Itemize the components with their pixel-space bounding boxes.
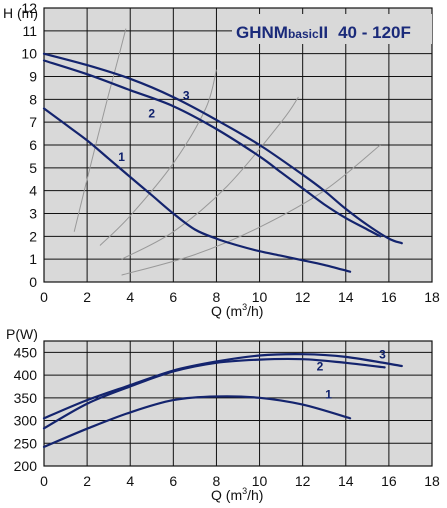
head-x-tick-label: 12: [295, 289, 311, 305]
head-series-2-line: [42, 59, 382, 238]
head-system-curve: [121, 96, 299, 260]
power-x-tick-label: 0: [40, 473, 48, 489]
head-system-curves: [73, 28, 381, 276]
head-y-tick-label: 11: [22, 23, 37, 39]
head-y-tick-label: 2: [29, 228, 37, 244]
power-y-tick-label: 200: [14, 458, 38, 474]
head-y-tick-label: 12: [21, 0, 37, 16]
power-plot-border: [43, 340, 433, 467]
title-model: GHNM: [236, 23, 288, 42]
head-x-tick-label: 18: [424, 289, 440, 305]
head-x-tick-label: 8: [213, 289, 221, 305]
power-x-tick-label: 16: [381, 473, 397, 489]
head-x-tick-label: 16: [381, 289, 397, 305]
power-y-tick-label: 350: [14, 390, 38, 406]
power-series-1-label: 1: [325, 388, 332, 402]
head-series: 1 2 3: [42, 52, 403, 273]
power-series-3-line: [42, 353, 403, 420]
power-series-2-line: [42, 357, 386, 430]
head-series-2-label: 2: [148, 107, 155, 121]
power-x-tick-label: 2: [83, 473, 91, 489]
head-y-tick-label: 5: [29, 160, 37, 176]
power-x-tick-label: 6: [169, 473, 177, 489]
head-plot-border: [43, 7, 433, 283]
title-suffix: basic: [288, 27, 319, 41]
power-series-2-label: 2: [317, 360, 324, 374]
power-y-tick-label: 300: [14, 413, 38, 429]
head-x-tick-label: 6: [169, 289, 177, 305]
power-y-tick-label: 250: [14, 435, 38, 451]
title-range: 40 - 120F: [338, 23, 411, 42]
power-x-axis-label: Q (m3/h): [211, 486, 263, 503]
power-x-tick-label: 10: [252, 473, 268, 489]
head-y-tick-label: 7: [29, 114, 37, 130]
power-x-tick-label: 4: [126, 473, 134, 489]
head-x-tick-label: 14: [338, 289, 354, 305]
power-x-tick-label: 14: [338, 473, 354, 489]
head-system-curve: [73, 28, 127, 232]
title-roman: II: [319, 23, 328, 42]
head-series-3-line: [42, 52, 403, 245]
head-x-tick-label: 2: [83, 289, 91, 305]
head-y-tick-label: 8: [29, 91, 37, 107]
power-x-tick-labels: 0 2 4 6 8 10 12 14 16 18: [40, 473, 440, 489]
power-series-1-line: [42, 395, 352, 448]
head-x-tick-label: 10: [252, 289, 268, 305]
head-y-tick-label: 6: [29, 137, 37, 153]
head-x-tick-label: 0: [40, 289, 48, 305]
power-series: 12 3: [42, 347, 403, 448]
head-y-tick-label: 10: [21, 46, 37, 62]
head-series-1-label: 1: [118, 150, 125, 164]
power-x-tick-label: 8: [213, 473, 221, 489]
power-series-3-label: 3: [379, 347, 386, 361]
head-y-tick-label: 3: [29, 206, 37, 222]
power-y-tick-label: 400: [14, 367, 38, 383]
head-series-1-line: [42, 107, 352, 273]
head-series-3-label: 3: [183, 88, 190, 102]
power-x-tick-label: 18: [424, 473, 440, 489]
head-y-tick-label: 0: [29, 274, 37, 290]
power-y-axis-label: P(W): [6, 326, 38, 342]
power-y-tick-labels: 200 250 300 350 400 450: [14, 344, 38, 474]
head-x-axis-label: Q (m3/h): [211, 302, 263, 319]
head-system-curve: [121, 144, 381, 276]
head-x-tick-label: 4: [126, 289, 134, 305]
head-x-tick-labels: 0 2 4 6 8 10 12 14 16 18: [40, 289, 440, 305]
head-y-tick-label: 9: [29, 69, 37, 85]
head-y-tick-label: 4: [29, 183, 37, 199]
chart-title: GHNMbasicII 40 - 120F: [236, 23, 411, 42]
head-chart-title: GHNMbasicII 40 - 120F: [232, 14, 432, 44]
head-system-curve: [99, 69, 217, 246]
head-chart: GHNMbasicII 40 - 120F 123 0 2 4 6 8 10 12 14 16 18…: [3, 0, 440, 319]
head-y-axis-label: H (m): [3, 5, 38, 21]
power-x-tick-label: 12: [295, 473, 311, 489]
power-y-tick-label: 450: [14, 344, 38, 360]
head-y-tick-label: 1: [29, 251, 37, 267]
